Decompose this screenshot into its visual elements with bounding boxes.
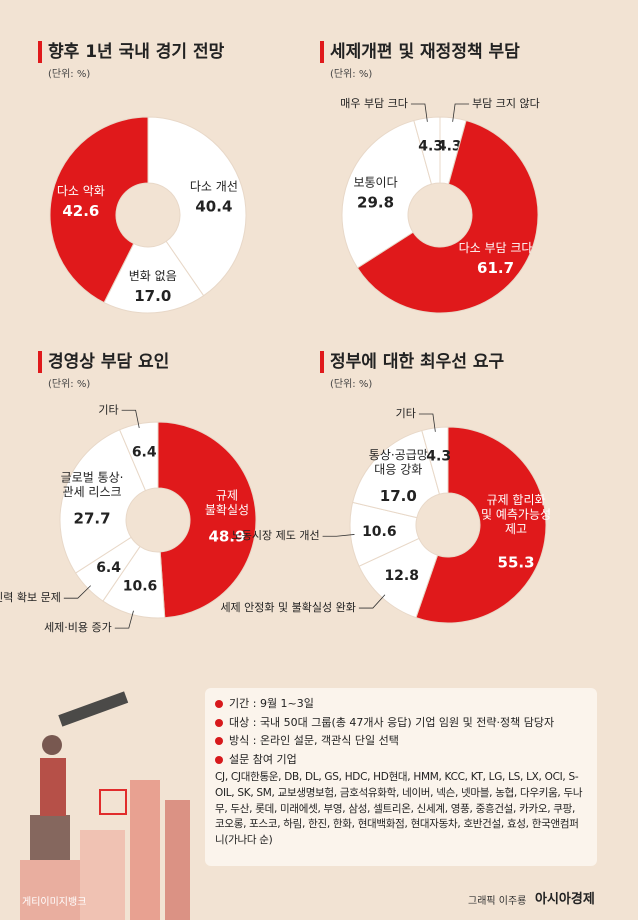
info-item: 방식 : 온라인 설문, 객관식 단일 선택 [215, 733, 587, 750]
slice-value: 4.3 [437, 139, 462, 155]
slice-label: 다소 악화 [57, 184, 105, 198]
title-bar [320, 41, 324, 63]
slice-label: 규제 합리화 및 예측가능성 제고 [481, 493, 551, 536]
pie-slice [103, 240, 205, 314]
slice-label: 기타 [98, 403, 118, 416]
slice-value: 6.4 [96, 560, 121, 576]
title-bar [320, 351, 324, 373]
illustration [20, 691, 190, 920]
slice-label: 보통이다 [353, 175, 397, 189]
slice-label: 글로벌 통상· 관세 리스크 [61, 470, 124, 498]
slice-value: 10.6 [362, 524, 397, 540]
info-item: 대상 : 국내 50대 그룹(총 47개사 응답) 기업 임원 및 전략·정책 … [215, 715, 587, 732]
slice-label: 기타 [396, 407, 416, 420]
outlet: 아시아경제 [535, 892, 595, 907]
slice-value: 48.9 [208, 527, 245, 545]
chart-subtitle: (단위: %) [48, 377, 90, 390]
slice-value: 40.4 [195, 197, 232, 215]
pie-slice [356, 119, 539, 314]
chart-title: 정부에 대한 최우선 요구 [330, 352, 505, 372]
slice-value: 4.3 [426, 449, 451, 465]
pie-slice [157, 421, 257, 619]
chart-title: 세제개편 및 재정정책 부담 [330, 42, 520, 62]
slice-value: 17.0 [134, 286, 171, 304]
slice-value: 10.6 [123, 579, 158, 595]
pie-slice [413, 116, 441, 185]
pie-slice [341, 119, 433, 269]
slice-value: 27.7 [74, 509, 111, 527]
graphic-credit: 그래픽 이주룡 [468, 896, 527, 907]
image-credit: 게티이미지뱅크 [22, 897, 87, 908]
slice-label: 다소 개선 [190, 179, 238, 193]
slice-value: 12.8 [384, 568, 419, 584]
chart-subtitle: (단위: %) [48, 67, 90, 80]
pie-slice [147, 116, 247, 297]
leader-line [418, 413, 436, 432]
title-bar [38, 351, 42, 373]
slice-label: 규제 불확실성 [205, 488, 249, 516]
slice-label: 노동시장 제도 개선 [232, 529, 320, 542]
slice-label: 세제·비용 증가 [44, 621, 112, 634]
leader-line [63, 585, 91, 599]
pie-slice [118, 421, 159, 492]
leader-line [121, 409, 140, 428]
leader-line [452, 103, 470, 122]
slice-label: 세제 안정화 및 불확실성 완화 [220, 601, 355, 614]
survey-info: 기간 : 9월 1~3일 대상 : 국내 50대 그룹(총 47개사 응답) 기… [205, 688, 597, 866]
slice-value: 55.3 [498, 553, 535, 571]
info-item: 기간 : 9월 1~3일 [215, 696, 587, 713]
slice-value: 42.6 [62, 202, 99, 220]
slice-value: 17.0 [380, 487, 417, 505]
slice-label: 통상·공급망 대응 강화 [369, 447, 428, 475]
pie-slice [49, 116, 149, 304]
pie-slice [352, 429, 441, 519]
slice-label: 변화 없음 [129, 268, 177, 282]
chart-subtitle: (단위: %) [330, 377, 372, 390]
title-bar [38, 41, 42, 63]
chart-subtitle: (단위: %) [330, 67, 372, 80]
leader-line [114, 610, 134, 629]
slice-label: 부담 크지 않다 [472, 97, 540, 110]
chart-title: 경영상 부담 요인 [48, 352, 169, 372]
slice-value: 29.8 [357, 193, 394, 211]
slice-label: 노사 갈등 및 인력 확보 문제 [0, 590, 61, 604]
slice-label: 다소 부담 크다 [459, 240, 533, 254]
chart-title: 향후 1년 국내 경기 전망 [48, 41, 225, 62]
info-item: 설문 참여 기업 [215, 752, 587, 769]
company-list: CJ, CJ대한통운, DB, DL, GS, HDC, HD현대, HMM, … [215, 771, 583, 846]
slice-label: 매우 부담 크다 [340, 97, 408, 110]
leader-line [358, 594, 386, 609]
pie-slice [59, 429, 147, 574]
leader-line [322, 534, 355, 537]
slice-value: 4.3 [418, 139, 443, 155]
pie-slice [421, 426, 449, 495]
slice-value: 6.4 [132, 444, 157, 460]
leader-line [410, 103, 428, 122]
slice-value: 61.7 [477, 258, 514, 276]
